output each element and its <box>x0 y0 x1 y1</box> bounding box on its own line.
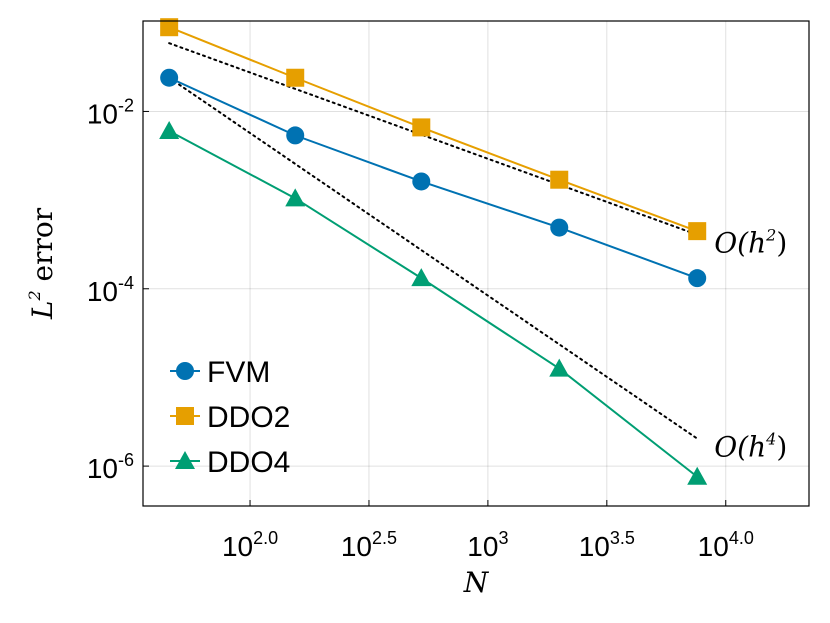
legend-marker-ddo4 <box>175 451 195 469</box>
data-point-fvm <box>412 172 431 191</box>
axis-ticks: 102.0 102.5 103 103.5 104.0 10-2 10-4 10-6 <box>87 95 754 562</box>
y-tick-label: 10-4 <box>87 273 134 307</box>
data-point-ddo2 <box>688 222 707 241</box>
reference-line-order-2 <box>168 42 699 236</box>
reference-label-order-4: O(h4) <box>714 430 787 464</box>
axis-labels: N L2 error <box>25 207 490 599</box>
x-tick-label: 102.5 <box>341 528 397 562</box>
y-tick-label: 10-6 <box>87 450 134 484</box>
x-tick-label: 104.0 <box>698 528 754 562</box>
x-tick-label: 102.0 <box>222 528 278 562</box>
data-point-fvm <box>286 126 305 145</box>
legend-marker-fvm <box>176 362 194 380</box>
series-layer: O(h2) O(h4) <box>159 18 787 485</box>
legend-label-ddo4: DDO4 <box>207 446 290 479</box>
data-point-ddo2 <box>160 18 179 37</box>
legend-label-fvm: FVM <box>207 356 270 389</box>
reference-line-order-4 <box>168 76 699 440</box>
data-point-fvm <box>160 68 179 87</box>
data-point-ddo4 <box>411 268 432 287</box>
series-line-ddo2 <box>168 26 698 233</box>
data-point-ddo4 <box>159 120 180 139</box>
grid-lines <box>143 21 809 506</box>
x-tick-label: 103.5 <box>579 528 635 562</box>
x-tick-label: 103 <box>467 528 508 562</box>
x-axis-label: N <box>463 566 490 599</box>
reference-label-order-2: O(h2) <box>714 226 787 260</box>
data-point-ddo2 <box>550 170 569 189</box>
y-tick-label: 10-2 <box>87 95 134 129</box>
y-axis-label: L2 error <box>25 207 59 320</box>
series-line-fvm <box>168 76 698 280</box>
data-point-ddo4 <box>549 358 570 377</box>
data-point-fvm <box>688 269 707 288</box>
legend: FVM DDO2 DDO4 <box>170 356 290 479</box>
plot-frame <box>142 20 810 507</box>
legend-label-ddo2: DDO2 <box>207 401 290 434</box>
data-point-ddo4 <box>687 466 708 485</box>
data-point-fvm <box>550 218 569 237</box>
data-point-ddo2 <box>286 68 305 87</box>
data-point-ddo2 <box>412 118 431 137</box>
legend-marker-ddo2 <box>176 407 194 425</box>
data-point-ddo4 <box>285 188 306 207</box>
